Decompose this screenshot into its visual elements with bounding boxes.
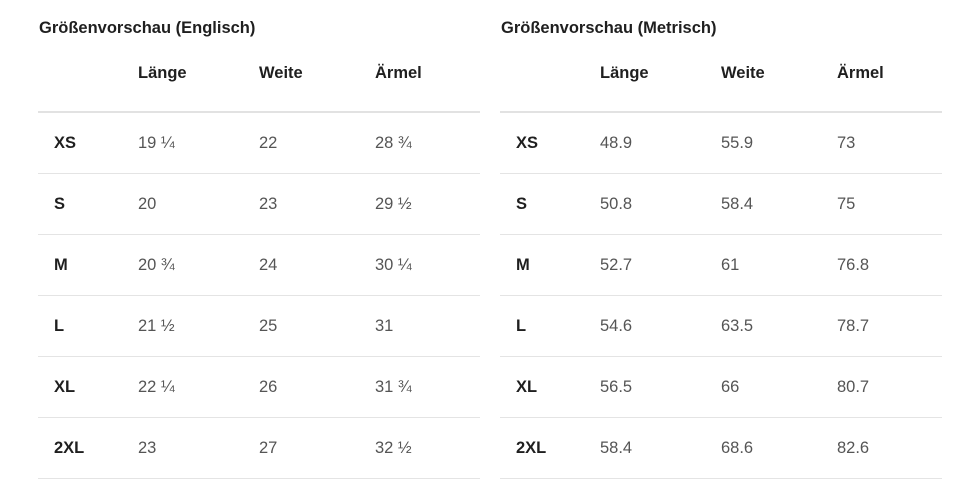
table-row: L 21 ½ 25 31 — [38, 296, 480, 357]
cell-size: XS — [54, 134, 77, 152]
cell-sleeve: 32 ½ — [375, 439, 412, 457]
cell-length: 19 ¼ — [138, 134, 175, 152]
cell-sleeve: 76.8 — [837, 256, 870, 274]
cell-sleeve: 31 — [375, 317, 394, 335]
cell-width: 66 — [721, 378, 740, 396]
cell-length: 50.8 — [600, 195, 633, 213]
cell-sleeve: 30 ¼ — [375, 256, 412, 274]
cell-size: XS — [516, 134, 539, 152]
cell-length: 20 — [138, 195, 157, 213]
cell-length: 52.7 — [600, 256, 633, 274]
cell-width: 26 — [259, 378, 278, 396]
table-row: 2XL 23 27 32 ½ — [38, 418, 480, 479]
table-title: Größenvorschau (Metrisch) — [501, 19, 717, 37]
cell-width: 61 — [721, 256, 740, 274]
cell-size: 2XL — [54, 439, 85, 457]
header-width: Weite — [721, 64, 765, 82]
cell-size: L — [516, 317, 527, 335]
cell-length: 23 — [138, 439, 157, 457]
cell-sleeve: 75 — [837, 195, 856, 213]
cell-width: 27 — [259, 439, 278, 457]
header-sleeve: Ärmel — [837, 64, 884, 82]
cell-width: 25 — [259, 317, 278, 335]
cell-width: 68.6 — [721, 439, 754, 457]
table-row: L 54.6 63.5 78.7 — [500, 296, 942, 357]
cell-width: 24 — [259, 256, 278, 274]
cell-length: 21 ½ — [138, 317, 175, 335]
header-row: Länge Weite Ärmel — [38, 64, 480, 86]
cell-sleeve: 80.7 — [837, 378, 870, 396]
cell-size: M — [54, 256, 68, 274]
cell-sleeve: 73 — [837, 134, 856, 152]
cell-sleeve: 29 ½ — [375, 195, 412, 213]
cell-length: 48.9 — [600, 134, 633, 152]
cell-width: 22 — [259, 134, 278, 152]
cell-width: 55.9 — [721, 134, 754, 152]
cell-size: S — [54, 195, 66, 213]
cell-length: 22 ¼ — [138, 378, 175, 396]
cell-size: XL — [516, 378, 538, 396]
table-title: Größenvorschau (Englisch) — [39, 19, 256, 37]
cell-length: 54.6 — [600, 317, 633, 335]
table-row: XL 56.5 66 80.7 — [500, 357, 942, 418]
header-divider — [38, 111, 480, 113]
cell-length: 58.4 — [600, 439, 633, 457]
table-row: S 20 23 29 ½ — [38, 174, 480, 235]
cell-size: S — [516, 195, 528, 213]
table-row: 2XL 58.4 68.6 82.6 — [500, 418, 942, 479]
cell-sleeve: 82.6 — [837, 439, 870, 457]
cell-size: M — [516, 256, 530, 274]
cell-length: 56.5 — [600, 378, 633, 396]
cell-sleeve: 31 ¾ — [375, 378, 412, 396]
cell-width: 63.5 — [721, 317, 754, 335]
table-row: XL 22 ¼ 26 31 ¾ — [38, 357, 480, 418]
cell-size: 2XL — [516, 439, 547, 457]
header-divider — [500, 111, 942, 113]
table-row: XS 48.9 55.9 73 — [500, 113, 942, 174]
header-width: Weite — [259, 64, 303, 82]
cell-sleeve: 28 ¾ — [375, 134, 412, 152]
cell-width: 58.4 — [721, 195, 754, 213]
cell-width: 23 — [259, 195, 278, 213]
table-row: S 50.8 58.4 75 — [500, 174, 942, 235]
header-length: Länge — [600, 64, 649, 82]
table-row: M 20 ¾ 24 30 ¼ — [38, 235, 480, 296]
cell-size: L — [54, 317, 65, 335]
cell-sleeve: 78.7 — [837, 317, 870, 335]
header-row: Länge Weite Ärmel — [500, 64, 942, 86]
cell-size: XL — [54, 378, 76, 396]
header-sleeve: Ärmel — [375, 64, 422, 82]
table-row: M 52.7 61 76.8 — [500, 235, 942, 296]
table-row: XS 19 ¼ 22 28 ¾ — [38, 113, 480, 174]
header-length: Länge — [138, 64, 187, 82]
cell-length: 20 ¾ — [138, 256, 175, 274]
